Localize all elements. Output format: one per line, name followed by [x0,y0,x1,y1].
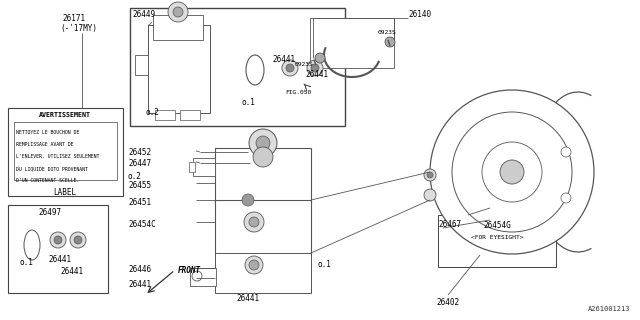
Bar [438,215,556,267]
Circle shape [424,189,436,201]
Circle shape [286,64,294,72]
Circle shape [311,64,319,72]
Text: D'UN CONTENANT SCELLE.: D'UN CONTENANT SCELLE. [16,178,79,183]
Text: 26402: 26402 [436,298,460,307]
Circle shape [192,271,202,281]
Circle shape [482,142,542,202]
Text: o.1: o.1 [20,258,34,267]
Text: 26140: 26140 [408,10,431,19]
Circle shape [307,60,323,76]
Text: 26454C: 26454C [128,220,156,229]
Text: FIG.050: FIG.050 [285,90,311,95]
Bar [556,140,576,205]
Bar [189,162,195,172]
Circle shape [424,169,436,181]
Circle shape [561,147,571,157]
Text: 26441: 26441 [60,267,83,276]
Text: DU LIQUIDE DOTO PROVENANT: DU LIQUIDE DOTO PROVENANT [16,166,88,171]
Text: 0923S: 0923S [378,30,397,35]
Bar [135,55,148,75]
Bar [190,268,216,286]
Text: 26441: 26441 [305,70,328,79]
Text: 26451: 26451 [128,198,151,207]
Text: 26452: 26452 [128,148,151,157]
Text: o.1: o.1 [241,98,255,107]
Text: 26467: 26467 [438,220,461,229]
Bar [155,110,175,120]
Text: 26455: 26455 [128,181,151,190]
Bar [215,148,311,203]
Circle shape [50,232,66,248]
Text: (-'17MY): (-'17MY) [60,24,97,33]
Circle shape [430,90,594,254]
Text: 26497: 26497 [38,208,61,217]
Text: 26441: 26441 [128,280,151,289]
Circle shape [249,260,259,270]
Text: <FOR EYESIGHT>: <FOR EYESIGHT> [471,235,524,240]
Circle shape [256,136,270,150]
Text: 26441: 26441 [272,55,295,64]
Circle shape [54,236,62,244]
Text: A261001213: A261001213 [588,306,630,312]
Text: o.1: o.1 [318,260,332,269]
Circle shape [245,256,263,274]
Bar [193,158,215,176]
Text: 26447: 26447 [128,159,151,168]
Text: 26171: 26171 [62,14,85,23]
Circle shape [74,236,82,244]
Bar [148,25,210,113]
Bar [215,253,311,293]
Text: FRONT: FRONT [178,266,201,275]
Circle shape [427,172,433,178]
Text: 26454G: 26454G [483,221,511,230]
Circle shape [249,217,259,227]
Bar [180,110,200,120]
Circle shape [282,60,298,76]
Text: 0923S: 0923S [295,62,314,67]
Circle shape [385,37,395,47]
Circle shape [315,53,325,63]
Text: AVERTISSEMENT: AVERTISSEMENT [39,112,91,118]
Circle shape [244,212,264,232]
Circle shape [249,129,277,157]
Bar [215,200,311,255]
Text: o.2: o.2 [145,108,159,117]
Text: 26446: 26446 [128,265,151,274]
Circle shape [173,7,183,17]
Circle shape [500,160,524,184]
Circle shape [168,2,188,22]
Text: NETTOYEZ LE BOUCHON DE: NETTOYEZ LE BOUCHON DE [16,130,79,135]
Text: o.2: o.2 [128,172,142,181]
Bar [8,205,108,293]
Text: REMPLISSAGE AVANT DE: REMPLISSAGE AVANT DE [16,142,74,147]
Text: 26441: 26441 [236,294,260,303]
Bar [153,15,203,40]
Text: L'ENLEVER. UTILISEZ SEULEMENT: L'ENLEVER. UTILISEZ SEULEMENT [16,154,99,159]
Circle shape [242,194,254,206]
Bar [130,8,345,126]
Circle shape [253,147,273,167]
Bar [8,108,123,196]
Text: 26441: 26441 [48,255,71,264]
Circle shape [561,193,571,203]
Bar [14,122,117,180]
Circle shape [452,112,572,232]
Bar [310,18,394,68]
Circle shape [70,232,86,248]
Text: 26449: 26449 [132,10,155,19]
Text: LABEL: LABEL [53,188,77,197]
